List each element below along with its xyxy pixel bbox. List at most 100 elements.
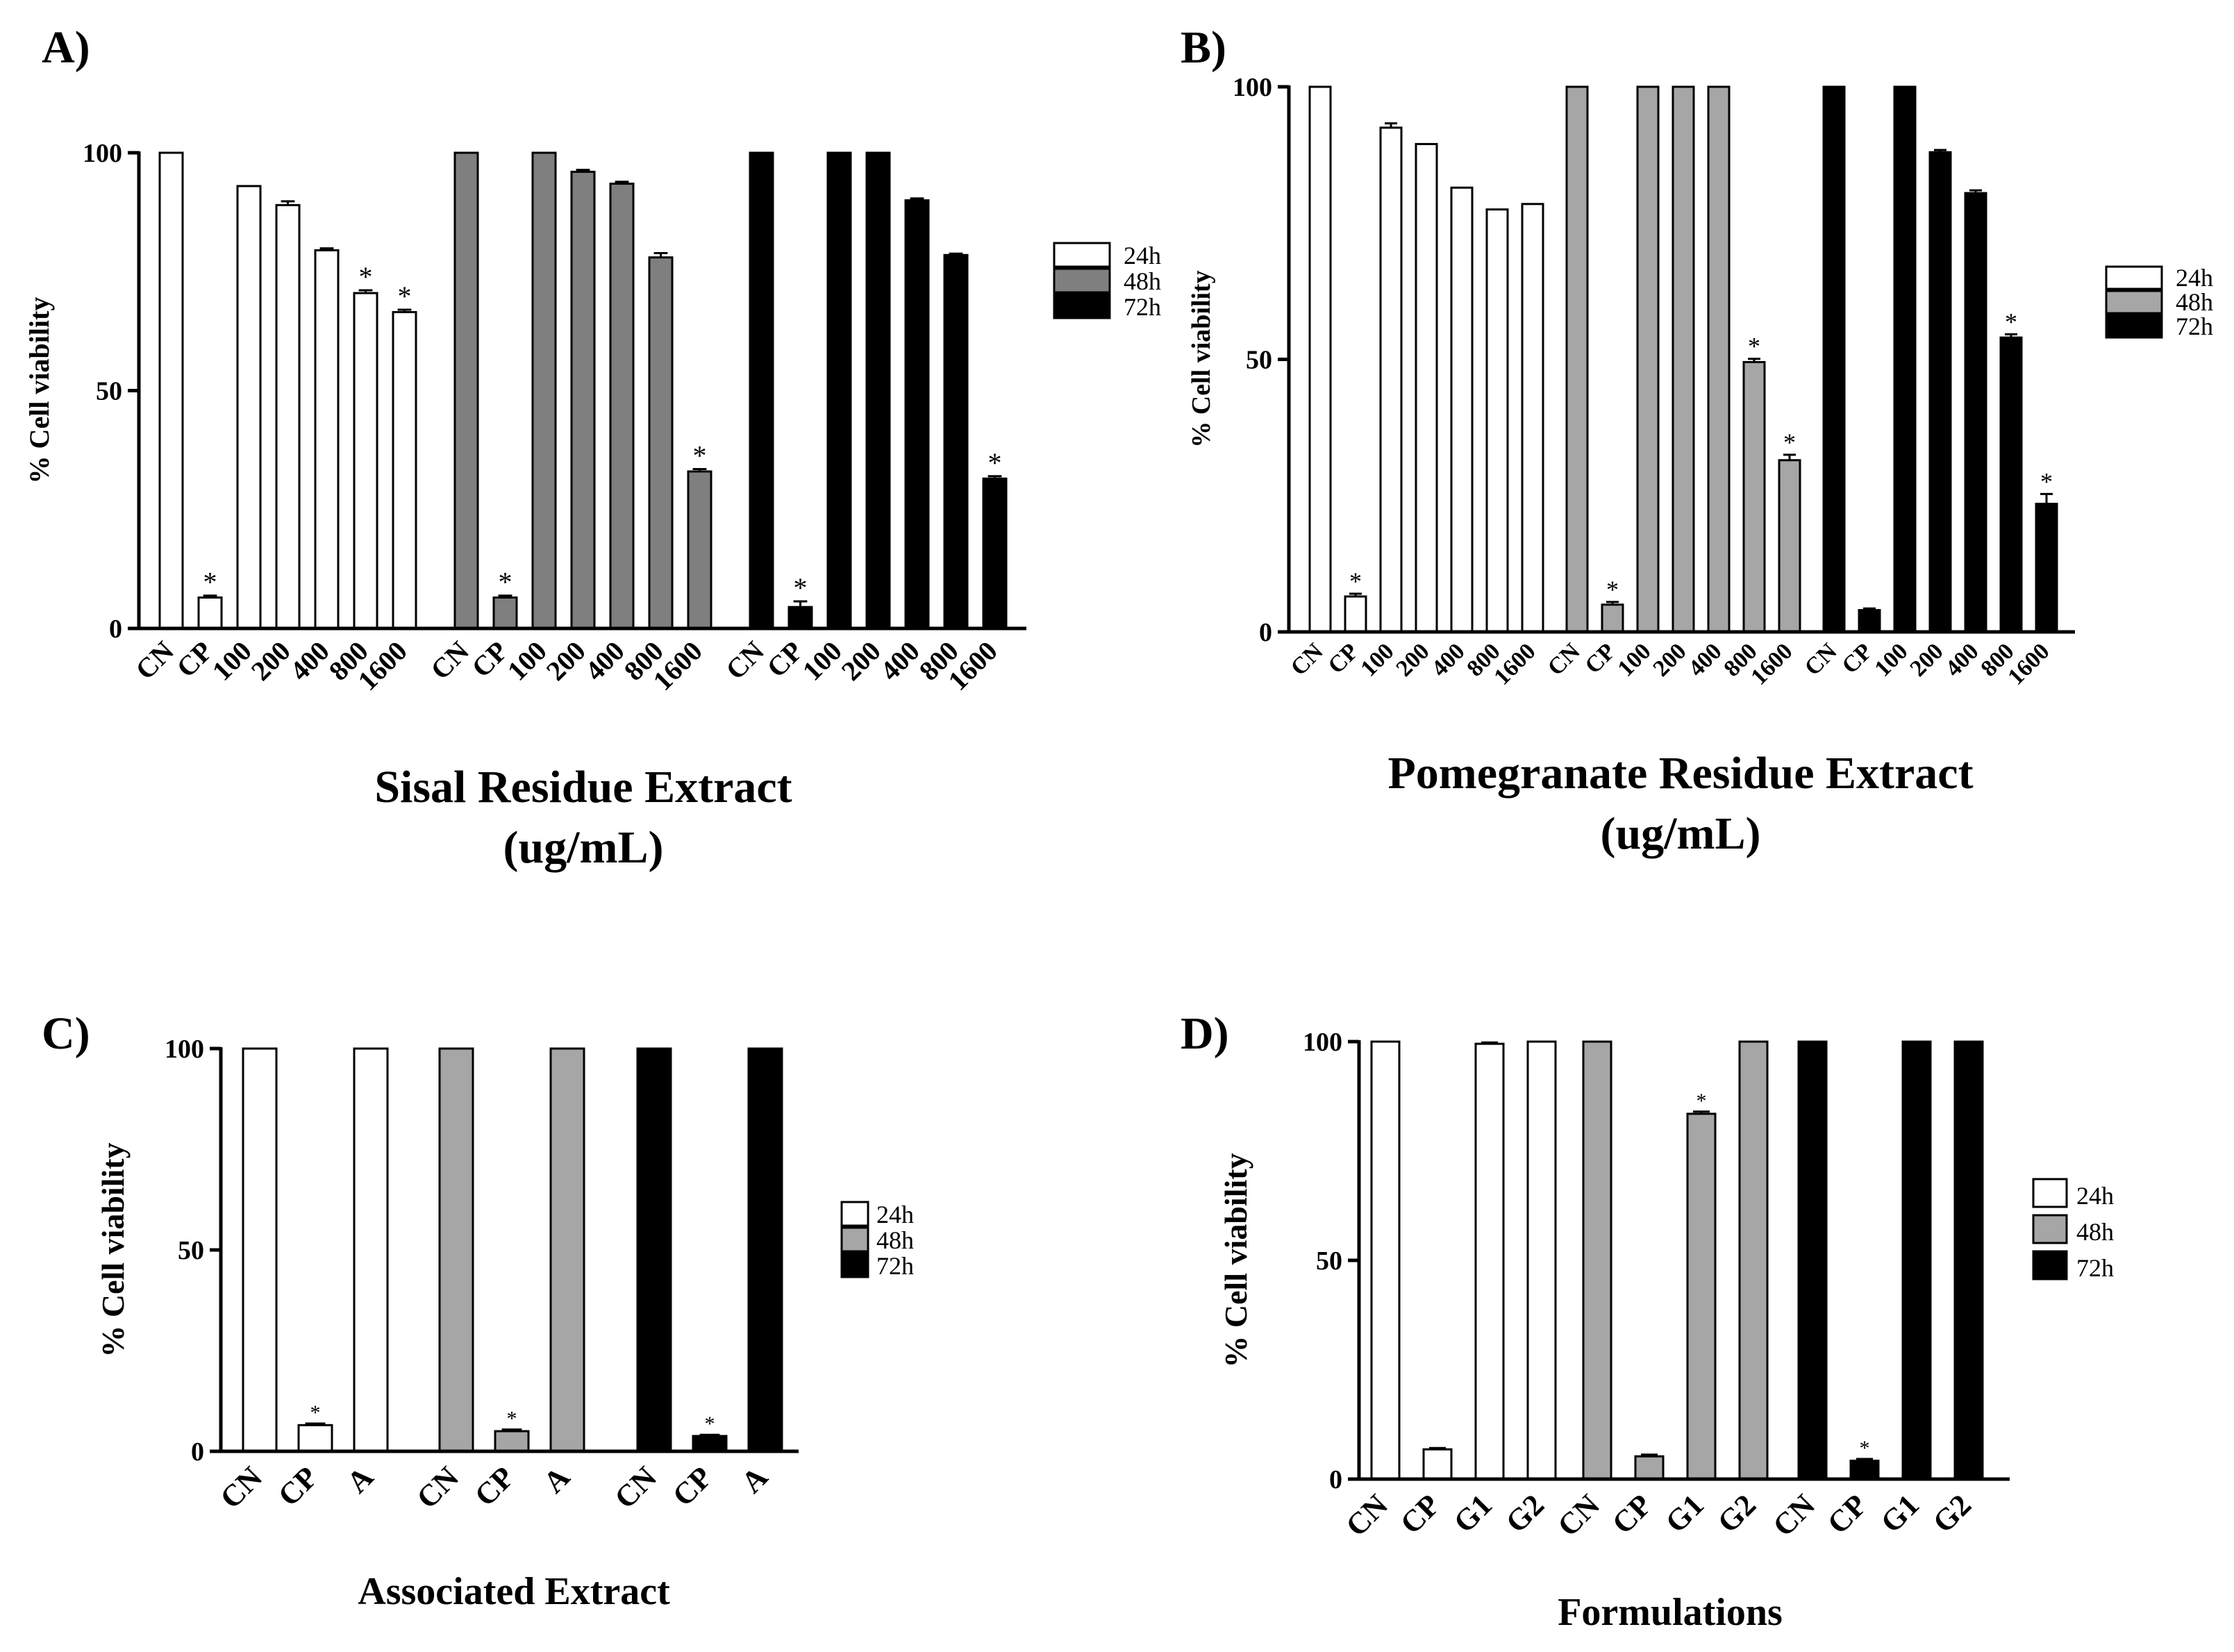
- bar-72h-200: [1928, 151, 1952, 633]
- x-tick-label: CP: [1606, 1487, 1658, 1540]
- bar-48h-g1: [1686, 1112, 1717, 1480]
- legend-swatch-72h: [840, 1252, 869, 1278]
- bar-48h-cn: [1582, 1040, 1612, 1480]
- legend-label-48h: 48h: [1124, 267, 1161, 295]
- legend-label-72h: 72h: [2176, 312, 2213, 340]
- x-tick-label: CN: [1766, 1487, 1822, 1543]
- x-tick-label: 200: [1905, 638, 1948, 681]
- legend-swatch-48h: [1053, 267, 1111, 294]
- x-tick-label: G1: [1659, 1487, 1710, 1539]
- bar-48h-a: [549, 1047, 585, 1453]
- significance-star: *: [2005, 308, 2017, 335]
- x-tick-label: 100: [1356, 638, 1399, 681]
- legend-swatch-72h: [2105, 314, 2163, 339]
- legend-swatch-72h: [2032, 1250, 2068, 1280]
- y-tick-label: 100: [1303, 1028, 1342, 1057]
- bar-48h-cn: [1565, 85, 1589, 633]
- y-tick-label: 0: [191, 1437, 204, 1467]
- y-tick-label: 50: [1246, 346, 1272, 375]
- legend-swatch-24h: [840, 1201, 869, 1227]
- x-tick-label: CN: [1800, 638, 1842, 681]
- x-tick-label: CN: [1339, 1487, 1394, 1543]
- bar-48h-1600: [1778, 459, 1801, 633]
- legend-swatch-48h: [2032, 1214, 2068, 1244]
- bar-48h-800: [1742, 360, 1766, 633]
- x-axis-title: (ug/mL): [1601, 808, 1761, 859]
- bar-24h-cn: [242, 1047, 278, 1453]
- significance-star: *: [310, 1401, 321, 1424]
- significance-star: *: [794, 572, 808, 603]
- x-tick-label: CP: [468, 1460, 521, 1512]
- legend-swatch-48h: [840, 1226, 869, 1253]
- bar-72h-cp: [1858, 609, 1881, 633]
- legend-label-24h: 24h: [2076, 1182, 2114, 1210]
- x-tick-label: G2: [1926, 1487, 1978, 1539]
- y-axis-label: % Cell viability: [95, 1142, 131, 1357]
- x-axis-title: Associated Extract: [358, 1570, 670, 1613]
- bar-48h-1600: [687, 470, 712, 630]
- bar-48h-cp: [1601, 603, 1624, 633]
- y-tick-label: 0: [109, 615, 122, 644]
- bar-72h-cp: [787, 606, 813, 630]
- x-axis-title: Sisal Residue Extract: [374, 762, 792, 812]
- y-axis-label: % Cell viability: [1187, 270, 1216, 447]
- x-tick-label: CP: [1821, 1487, 1874, 1540]
- significance-star: *: [1748, 333, 1760, 360]
- x-tick-label: CP: [1394, 1487, 1447, 1540]
- x-tick-label: G2: [1711, 1487, 1762, 1539]
- bar-72h-cp: [692, 1435, 728, 1453]
- bar-24h-cp: [1422, 1448, 1453, 1480]
- x-axis-title: Pomegranate Residue Extract: [1387, 748, 1973, 799]
- legend-label-48h: 48h: [876, 1226, 914, 1254]
- bar-48h-cp: [492, 596, 518, 630]
- x-tick-label: CN: [1551, 1487, 1606, 1543]
- significance-star: *: [1606, 576, 1619, 603]
- y-tick-label: 50: [1316, 1246, 1342, 1276]
- bar-48h-cn: [453, 151, 479, 630]
- significance-star: *: [398, 281, 412, 312]
- significance-star: *: [2040, 467, 2053, 495]
- x-tick-label: G1: [1874, 1487, 1926, 1539]
- y-tick-label: 100: [1233, 73, 1272, 102]
- legend-label-72h: 72h: [876, 1252, 914, 1280]
- bar-72h-800: [1999, 336, 2023, 633]
- bar-24h-a: [353, 1047, 389, 1453]
- x-tick-label: A: [735, 1460, 774, 1499]
- bar-24h-400: [1450, 186, 1474, 633]
- x-tick-label: A: [537, 1460, 576, 1499]
- bar-24h-200: [1415, 142, 1438, 633]
- x-tick-label: G2: [1499, 1487, 1551, 1539]
- bar-72h-g1: [1901, 1040, 1932, 1480]
- bar-24h-400: [314, 249, 340, 630]
- legend-swatch-24h: [2105, 265, 2163, 290]
- panel-label: A): [42, 22, 90, 73]
- legend-label-24h: 24h: [1124, 242, 1161, 269]
- legend-swatch-24h: [2032, 1178, 2068, 1208]
- significance-star: *: [1783, 428, 1796, 456]
- bar-48h-cn: [438, 1047, 474, 1453]
- x-tick-label: CN: [1543, 638, 1585, 681]
- y-axis-label: % Cell viability: [1218, 1153, 1253, 1367]
- bar-24h-cp: [1344, 595, 1367, 633]
- y-tick-label: 0: [1259, 618, 1272, 647]
- x-axis-title: Formulations: [1558, 1591, 1783, 1634]
- bar-48h-100: [1636, 85, 1660, 633]
- y-tick-label: 50: [178, 1236, 204, 1265]
- significance-star: *: [705, 1412, 715, 1435]
- legend-swatch-72h: [1053, 293, 1111, 319]
- x-tick-label: 1600: [1746, 638, 1797, 690]
- bar-48h-100: [531, 151, 557, 630]
- bar-72h-100: [826, 151, 852, 630]
- bar-72h-cn: [636, 1047, 672, 1453]
- x-tick-label: 1600: [1489, 638, 1540, 690]
- legend-label-72h: 72h: [1124, 293, 1161, 321]
- significance-star: *: [1697, 1090, 1707, 1112]
- panel-c: C) CN * CP A CN * CP A CN * CP A 0 50 100 % Cell viabili…: [42, 1008, 914, 1613]
- x-tick-label: 400: [1940, 638, 1983, 681]
- panel-label: B): [1181, 22, 1226, 73]
- x-tick-label: 400: [1683, 638, 1726, 681]
- x-tick-label: 100: [1869, 638, 1912, 681]
- bar-48h-200: [570, 170, 596, 630]
